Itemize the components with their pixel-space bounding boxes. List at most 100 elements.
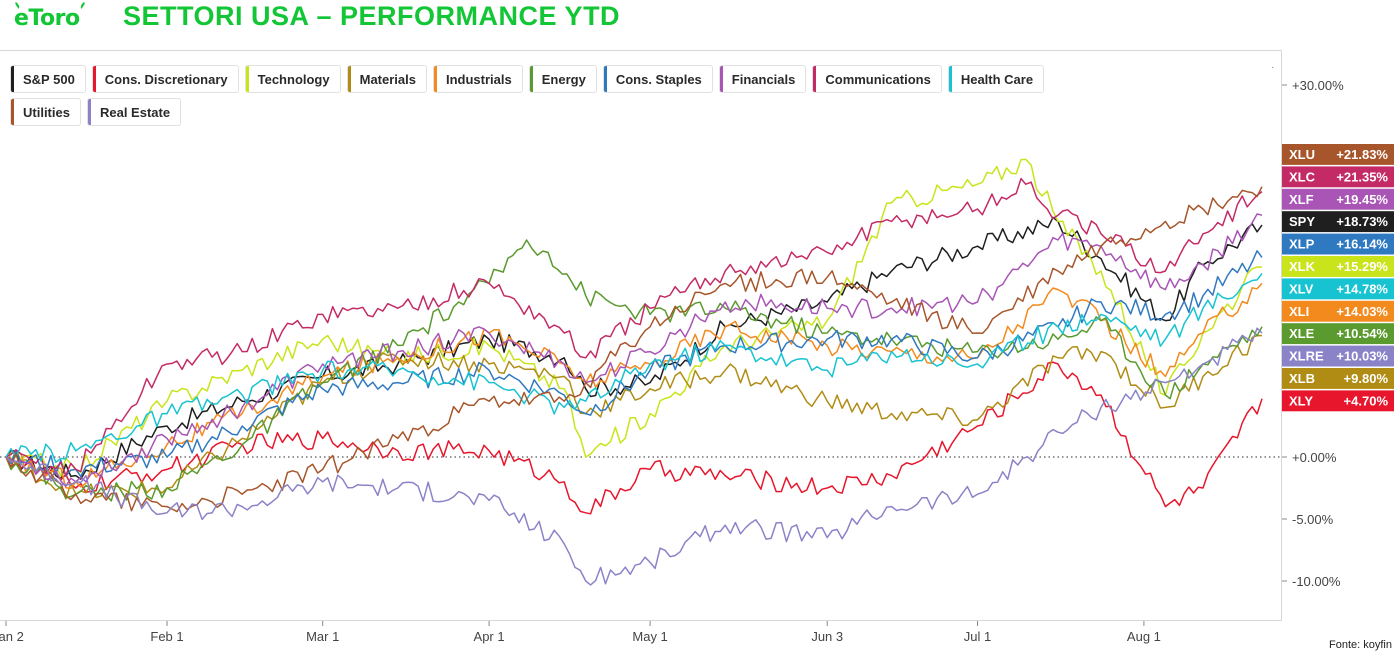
legend-item-xle[interactable]: Energy <box>528 65 597 93</box>
badge-value: +16.14% <box>1336 237 1388 252</box>
legend-swatch <box>603 66 607 92</box>
legend-swatch <box>813 66 817 92</box>
legend-label: Materials <box>359 71 416 87</box>
badge-value: +19.45% <box>1336 192 1388 207</box>
series-line-spy[interactable] <box>5 216 1263 480</box>
legend-item-xlv[interactable]: Health Care <box>947 65 1045 93</box>
legend-item-xlp[interactable]: Cons. Staples <box>602 65 713 93</box>
page-title: SETTORI USA – PERFORMANCE YTD <box>123 1 621 31</box>
x-tick-label: Aug 1 <box>1127 629 1161 644</box>
value-badge-xle: XLE +10.54% <box>1282 323 1394 345</box>
value-badge-xly: XLY +4.70% <box>1282 390 1394 412</box>
legend-label: Cons. Discretionary <box>104 71 228 87</box>
x-tick-label: May 1 <box>632 629 667 644</box>
value-badge-xlk: XLK +15.29% <box>1282 256 1394 277</box>
legend-swatch <box>948 66 952 92</box>
y-tick-label: +30.00% <box>1292 78 1344 93</box>
legend-swatch <box>433 66 437 92</box>
x-tick-label: Feb 1 <box>150 629 183 644</box>
legend-item-xli[interactable]: Industrials <box>432 65 523 93</box>
series-line-xlv[interactable] <box>5 273 1263 464</box>
legend-item-xlk[interactable]: Technology <box>244 65 341 93</box>
badge-value: +14.03% <box>1336 304 1388 319</box>
badge-ticker: XLE <box>1289 326 1315 341</box>
series-line-xli[interactable] <box>5 282 1263 490</box>
badge-value: +15.29% <box>1336 259 1388 274</box>
value-badge-xlv: XLV +14.78% <box>1282 278 1394 300</box>
legend-swatch <box>719 66 723 92</box>
etoro-logo: eToro <box>14 2 85 31</box>
legend-label: Health Care <box>960 71 1034 87</box>
series-line-xly[interactable] <box>5 361 1263 515</box>
legend-item-xlu[interactable]: Utilities <box>10 98 81 126</box>
more-icon[interactable]: · <box>1271 62 1275 73</box>
legend-item-spy[interactable]: S&P 500 <box>10 65 86 93</box>
badge-value: +10.03% <box>1336 349 1388 364</box>
badge-ticker: XLK <box>1289 259 1316 274</box>
x-tick-label: Jul 1 <box>964 629 991 644</box>
badge-value: +18.73% <box>1336 214 1388 229</box>
series-line-xlf[interactable] <box>5 213 1263 488</box>
y-tick-label: -10.00% <box>1292 574 1341 589</box>
badge-ticker: XLRE <box>1289 349 1324 364</box>
y-tick-label: -5.00% <box>1292 512 1334 527</box>
source-credit: Fonte: koyfin <box>1329 639 1392 651</box>
badge-value: +14.78% <box>1336 281 1388 296</box>
value-badge-xlb: XLB +9.80% <box>1282 368 1394 389</box>
legend-swatch <box>92 66 96 92</box>
value-badge-xli: XLI +14.03% <box>1282 300 1394 322</box>
badge-ticker: XLF <box>1289 192 1314 207</box>
badge-value: +4.70% <box>1344 393 1389 408</box>
badge-ticker: SPY <box>1289 214 1315 229</box>
badge-value: +10.54% <box>1336 326 1388 341</box>
series-line-xlk[interactable] <box>5 158 1263 477</box>
badge-ticker: XLI <box>1289 304 1309 319</box>
x-tick-label: Apr 1 <box>474 629 505 644</box>
x-tick-label: Mar 1 <box>306 629 339 644</box>
badge-value: +21.35% <box>1336 169 1388 184</box>
value-badge-xlf: XLF +19.45% <box>1282 188 1394 210</box>
value-badge-xlc: XLC +21.35% <box>1282 166 1394 188</box>
badge-ticker: XLU <box>1289 147 1315 162</box>
legend-swatch <box>11 99 14 125</box>
legend-label: Real Estate <box>99 104 171 120</box>
legend-swatch <box>245 66 249 92</box>
etoro-leaf-icon-right <box>80 2 85 9</box>
value-badge-xlu: XLU +21.83% <box>1282 144 1394 165</box>
y-tick-label: +0.00% <box>1292 450 1337 465</box>
series-line-xlc[interactable] <box>5 177 1263 477</box>
legend-label: Financials <box>731 71 796 87</box>
x-tick-label: Jan 2 <box>0 629 24 644</box>
legend-swatch <box>347 66 351 92</box>
series-line-xlre[interactable] <box>5 327 1263 586</box>
legend-label: Energy <box>541 71 586 87</box>
legend-item-xlre[interactable]: Real Estate <box>86 98 182 126</box>
legend-swatch <box>11 66 14 92</box>
legend-item-xlb[interactable]: Materials <box>346 65 427 93</box>
series-line-xlb[interactable] <box>5 334 1263 500</box>
legend-item-xlf[interactable]: Financials <box>718 65 807 93</box>
badge-value: +21.83% <box>1336 147 1388 162</box>
legend-swatch <box>87 99 91 125</box>
legend-label: Utilities <box>23 104 70 120</box>
badge-ticker: XLP <box>1289 237 1315 252</box>
chart-frame <box>0 50 1282 621</box>
etoro-leaf-icon <box>15 2 20 9</box>
legend-item-xly[interactable]: Cons. Discretionary <box>91 65 239 93</box>
legend-label: Communications <box>825 71 931 87</box>
value-badge-xlp: XLP +16.14% <box>1282 233 1394 255</box>
x-tick-label: Jun 3 <box>811 629 843 644</box>
series-line-xle[interactable] <box>5 239 1263 502</box>
legend-swatch <box>529 66 533 92</box>
badge-value: +9.80% <box>1344 371 1389 386</box>
badge-ticker: XLY <box>1289 393 1313 408</box>
badge-ticker: XLB <box>1289 371 1315 386</box>
legend-label: Cons. Staples <box>615 71 702 87</box>
chart-legend: S&P 500 Cons. Discretionary Technology Mate… <box>10 65 1100 126</box>
value-badge-xlre: XLRE +10.03% <box>1282 345 1394 367</box>
legend-item-xlc[interactable]: Communications <box>812 65 942 93</box>
series-line-xlp[interactable] <box>5 250 1263 478</box>
badge-ticker: XLV <box>1289 281 1314 296</box>
series-lines <box>5 158 1263 586</box>
